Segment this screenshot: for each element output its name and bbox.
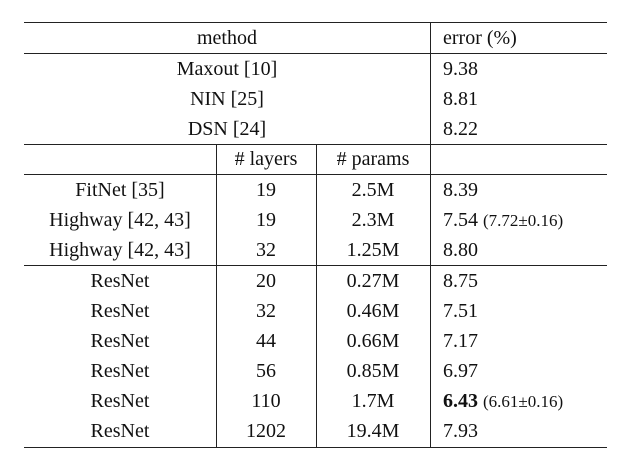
table-cell-error: 6.43 (6.61±0.16)	[443, 386, 563, 417]
table-cell-method: Maxout [10]	[176, 58, 278, 80]
table-cell-params: 19.4M	[346, 420, 400, 442]
table-cell-layers: 56	[256, 360, 276, 382]
table-cell-method: ResNet	[90, 360, 150, 382]
table-cell-error: 8.75	[443, 270, 478, 292]
table-cell-params: 1.7M	[351, 390, 395, 412]
table-cell-layers: 1202	[246, 420, 286, 442]
table-cell-error: 7.54 (7.72±0.16)	[443, 205, 563, 236]
layers-header: # layers	[234, 148, 298, 170]
subheader-rule	[24, 174, 607, 175]
table-cell-method: FitNet [35]	[75, 179, 165, 201]
table-cell-layers: 19	[256, 179, 276, 201]
table-cell-layers: 32	[256, 239, 276, 261]
table-cell-error: 8.81	[443, 88, 478, 110]
table-cell-error: 7.51	[443, 300, 478, 322]
table-cell-method: ResNet	[90, 420, 150, 442]
table-cell-layers: 110	[251, 390, 281, 412]
table-cell-params: 0.46M	[346, 300, 400, 322]
error-note: (6.61±0.16)	[483, 392, 564, 411]
table-cell-error: 7.17	[443, 330, 478, 352]
table-cell-method: NIN [25]	[190, 88, 264, 110]
section-rule-2	[24, 265, 607, 266]
table-cell-method: ResNet	[90, 300, 150, 322]
table-cell-method: Highway [42, 43]	[49, 239, 191, 261]
table-cell-error: 8.39	[443, 179, 478, 201]
table-cell-method: ResNet	[90, 270, 150, 292]
table-cell-method: ResNet	[90, 330, 150, 352]
table-cell-layers: 44	[256, 330, 276, 352]
table-cell-layers: 32	[256, 300, 276, 322]
error-value: 7.54	[443, 209, 478, 231]
layers-column-rule-left	[216, 144, 217, 448]
bottom-rule	[24, 447, 607, 449]
table-cell-method: DSN [24]	[187, 118, 267, 140]
params-column-rule-left	[316, 144, 317, 448]
section-rule-1	[24, 144, 607, 145]
error-column-rule	[430, 22, 431, 448]
table-cell-method: Highway [42, 43]	[49, 209, 191, 231]
top-rule	[24, 22, 607, 24]
table-cell-error: 7.93	[443, 420, 478, 442]
table-cell-layers: 19	[256, 209, 276, 231]
header-rule	[24, 53, 607, 54]
table-cell-method: ResNet	[90, 390, 150, 412]
table-cell-error: 8.80	[443, 239, 478, 261]
best-error-value: 6.43	[443, 390, 478, 412]
table-cell-params: 0.27M	[346, 270, 400, 292]
table-cell-params: 0.85M	[346, 360, 400, 382]
error-header: error (%)	[443, 27, 517, 49]
params-header: # params	[336, 148, 410, 170]
table-cell-params: 2.5M	[351, 179, 395, 201]
table-cell-layers: 20	[256, 270, 276, 292]
table-cell-error: 9.38	[443, 58, 478, 80]
method-header: method	[197, 27, 257, 49]
table-cell-params: 2.3M	[351, 209, 395, 231]
table-cell-error: 8.22	[443, 118, 478, 140]
table-cell-params: 1.25M	[346, 239, 400, 261]
error-note: (7.72±0.16)	[483, 211, 564, 230]
table-cell-error: 6.97	[443, 360, 478, 382]
table-cell-params: 0.66M	[346, 330, 400, 352]
